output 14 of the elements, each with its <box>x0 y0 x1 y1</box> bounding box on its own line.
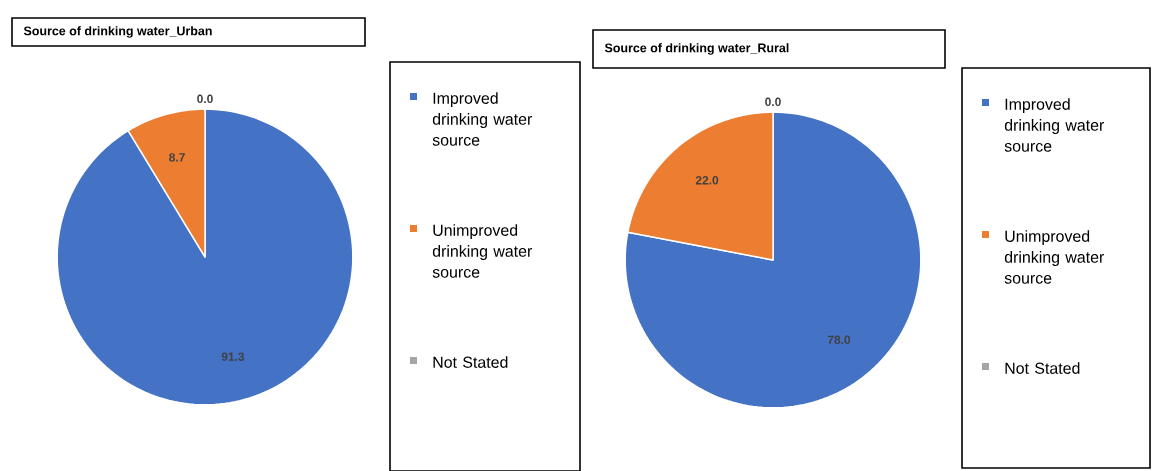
data-label: 22.0 <box>695 176 719 185</box>
legend-label: Not Stated <box>433 356 508 368</box>
text: 0.0 <box>197 94 213 104</box>
data-label: 91.3 <box>221 352 245 361</box>
chart-title: Source of drinking water_Urban <box>23 26 212 38</box>
data-label: 8.7 <box>169 153 185 162</box>
legend-label: Unimproved drinking water source <box>1004 230 1105 284</box>
legend-label: Not Stated <box>1005 362 1080 374</box>
text: 0.0 <box>765 97 781 107</box>
legend-label: Unimproved drinking water source <box>432 224 533 278</box>
legend-label: Improved drinking water source <box>432 92 533 146</box>
legend-label: Improved drinking water source <box>1004 98 1105 152</box>
data-label: 78.0 <box>827 335 851 344</box>
chart-title: Source of drinking water_Rural <box>604 43 789 55</box>
